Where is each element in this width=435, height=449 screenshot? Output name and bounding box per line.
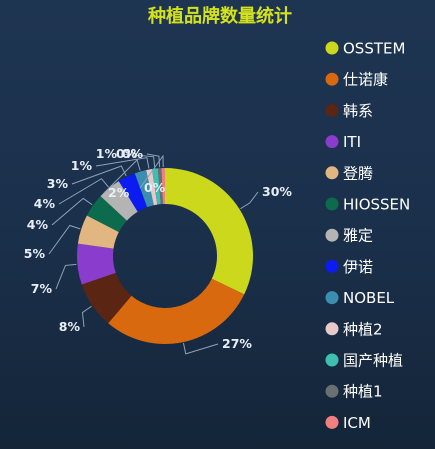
legend-label[interactable]: HIOSSEN bbox=[343, 196, 410, 214]
legend-swatch[interactable] bbox=[325, 41, 339, 55]
slice-伊诺[interactable] bbox=[118, 173, 148, 212]
slice-label: 2% bbox=[108, 185, 130, 200]
slice-ITI[interactable] bbox=[76, 243, 116, 285]
slice-国产种植[interactable] bbox=[151, 168, 161, 205]
slice-label: 8% bbox=[59, 319, 81, 334]
legend-swatch[interactable] bbox=[325, 353, 339, 367]
legend-label[interactable]: 国产种植 bbox=[343, 352, 403, 370]
legend-swatch[interactable] bbox=[325, 322, 339, 336]
legend-swatch[interactable] bbox=[325, 415, 339, 429]
legend-swatch[interactable] bbox=[325, 103, 339, 117]
slice-label: 5% bbox=[24, 246, 46, 261]
leader-line bbox=[48, 224, 81, 255]
slice-种植2[interactable] bbox=[146, 168, 158, 206]
legend-label[interactable]: 登腾 bbox=[343, 164, 373, 182]
leader-line bbox=[81, 305, 92, 328]
leader-line bbox=[55, 263, 77, 290]
legend-swatch[interactable] bbox=[325, 197, 339, 211]
legend-label[interactable]: OSSTEM bbox=[343, 40, 405, 58]
legend-label[interactable]: 仕诺康 bbox=[343, 71, 388, 89]
slice-label: 27% bbox=[222, 336, 252, 351]
leader-line bbox=[146, 153, 161, 168]
slice-label: 3% bbox=[47, 176, 69, 191]
slice-雅定[interactable] bbox=[100, 181, 138, 221]
legend-label[interactable]: 伊诺 bbox=[343, 258, 373, 276]
leader-line bbox=[95, 157, 150, 169]
slice-种植1[interactable] bbox=[157, 168, 163, 205]
slice-label: 1% bbox=[96, 146, 118, 161]
legend-swatch[interactable] bbox=[325, 135, 339, 149]
legend-label[interactable]: ITI bbox=[343, 133, 361, 151]
legend-swatch[interactable] bbox=[325, 259, 339, 273]
slice-NOBEL[interactable] bbox=[134, 170, 154, 208]
leader-line bbox=[182, 342, 219, 355]
chart-title: 种植品牌数量统计 bbox=[147, 5, 292, 27]
donut-slices bbox=[76, 168, 253, 344]
leader-line bbox=[139, 154, 164, 189]
legend-label[interactable]: 种植1 bbox=[343, 383, 383, 401]
slice-ICM[interactable] bbox=[161, 168, 165, 205]
legend-swatch[interactable] bbox=[325, 384, 339, 398]
slice-label: 0% bbox=[122, 146, 144, 161]
legend-label[interactable]: 种植2 bbox=[343, 320, 383, 338]
legend-swatch[interactable] bbox=[325, 291, 339, 305]
legend-swatch[interactable] bbox=[325, 166, 339, 180]
slice-HIOSSEN[interactable] bbox=[86, 196, 127, 233]
slice-label: 30% bbox=[262, 184, 292, 199]
legend-swatch[interactable] bbox=[325, 228, 339, 242]
leader-line bbox=[103, 159, 141, 194]
legend-swatch[interactable] bbox=[325, 72, 339, 86]
legend-label[interactable]: 韩系 bbox=[343, 102, 373, 120]
legend-label[interactable]: ICM bbox=[343, 414, 371, 432]
slice-OSSTEM[interactable] bbox=[165, 168, 253, 295]
leader-line bbox=[58, 178, 109, 205]
slice-labels: 30%27%8%7%5%4%4%3%2%1%1% 0%0%0% bbox=[24, 146, 292, 355]
slice-label: 4% bbox=[27, 217, 49, 232]
legend-label[interactable]: 雅定 bbox=[343, 227, 373, 245]
slice-label: 7% bbox=[31, 281, 53, 296]
slice-label: 1% bbox=[71, 158, 93, 173]
slice-label: 0% bbox=[116, 146, 138, 161]
legend-label[interactable]: NOBEL bbox=[343, 289, 395, 307]
leader-line bbox=[51, 197, 93, 226]
slice-label: 4% bbox=[34, 196, 56, 211]
leader-line bbox=[120, 153, 156, 168]
slice-label: 0% bbox=[144, 180, 166, 195]
slice-韩系[interactable] bbox=[81, 272, 132, 324]
leader-line bbox=[240, 191, 259, 210]
slice-登腾[interactable] bbox=[77, 215, 119, 249]
slice-仕诺康[interactable] bbox=[108, 278, 245, 344]
